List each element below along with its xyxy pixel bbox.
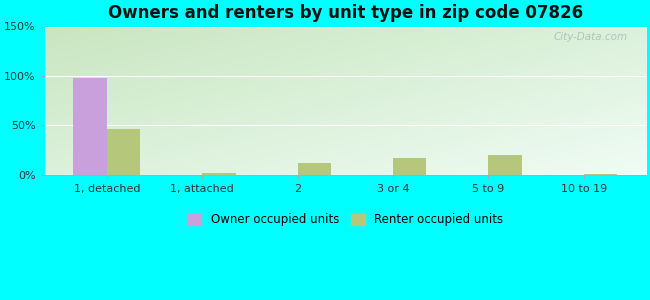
Bar <box>202 173 235 175</box>
Bar <box>107 129 140 175</box>
Bar <box>488 155 522 175</box>
Text: City-Data.com: City-Data.com <box>554 32 628 42</box>
Bar <box>393 158 426 175</box>
Bar <box>73 78 107 175</box>
Legend: Owner occupied units, Renter occupied units: Owner occupied units, Renter occupied un… <box>183 208 508 231</box>
Bar <box>298 163 331 175</box>
Bar <box>584 174 618 175</box>
Title: Owners and renters by unit type in zip code 07826: Owners and renters by unit type in zip c… <box>108 4 583 22</box>
